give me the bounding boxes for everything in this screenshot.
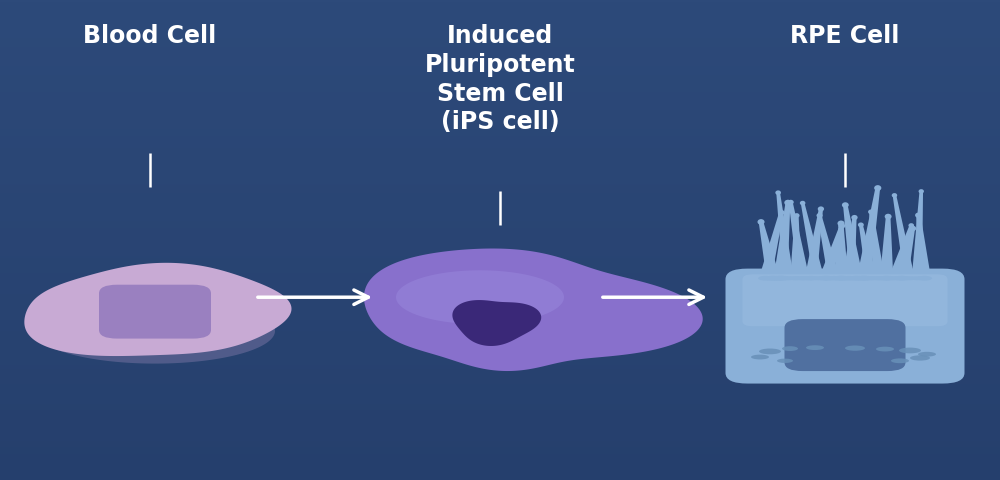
Ellipse shape <box>777 359 793 363</box>
Ellipse shape <box>772 276 789 281</box>
Ellipse shape <box>751 355 769 360</box>
Ellipse shape <box>911 276 923 281</box>
Polygon shape <box>789 203 809 277</box>
Ellipse shape <box>812 276 825 281</box>
Ellipse shape <box>782 276 795 281</box>
Ellipse shape <box>765 276 781 281</box>
Polygon shape <box>364 249 703 371</box>
Ellipse shape <box>818 207 824 212</box>
Ellipse shape <box>775 191 781 195</box>
Polygon shape <box>834 224 848 277</box>
Ellipse shape <box>757 220 765 225</box>
Ellipse shape <box>789 276 802 281</box>
Polygon shape <box>916 216 931 277</box>
Polygon shape <box>805 209 823 277</box>
Polygon shape <box>857 189 880 277</box>
Ellipse shape <box>919 190 924 194</box>
Polygon shape <box>759 213 783 277</box>
FancyBboxPatch shape <box>725 269 964 384</box>
Polygon shape <box>396 271 564 324</box>
Polygon shape <box>790 216 801 277</box>
Ellipse shape <box>888 276 901 281</box>
Text: RPE Cell: RPE Cell <box>790 24 900 48</box>
Polygon shape <box>452 300 541 346</box>
Polygon shape <box>819 227 844 277</box>
Ellipse shape <box>848 276 864 281</box>
Polygon shape <box>24 263 291 356</box>
Ellipse shape <box>868 210 874 215</box>
Polygon shape <box>774 203 790 277</box>
Polygon shape <box>895 229 915 277</box>
Ellipse shape <box>782 347 798 351</box>
Text: Blood Cell: Blood Cell <box>83 24 217 48</box>
FancyBboxPatch shape <box>784 320 906 372</box>
Polygon shape <box>869 213 885 277</box>
Polygon shape <box>880 217 893 277</box>
Text: Induced
Pluripotent
Stem Cell
(iPS cell): Induced Pluripotent Stem Cell (iPS cell) <box>425 24 575 134</box>
Ellipse shape <box>818 276 834 281</box>
Polygon shape <box>818 216 840 277</box>
Ellipse shape <box>908 224 914 228</box>
Polygon shape <box>759 222 780 277</box>
Ellipse shape <box>796 276 810 281</box>
Ellipse shape <box>856 276 872 281</box>
Ellipse shape <box>806 346 824 350</box>
Ellipse shape <box>800 202 805 206</box>
Ellipse shape <box>909 226 916 232</box>
Polygon shape <box>801 204 824 277</box>
Ellipse shape <box>833 276 849 281</box>
Polygon shape <box>893 196 915 277</box>
Polygon shape <box>843 218 857 277</box>
Ellipse shape <box>903 276 916 281</box>
Polygon shape <box>843 205 863 277</box>
Ellipse shape <box>827 276 841 281</box>
Ellipse shape <box>879 276 895 281</box>
Ellipse shape <box>778 210 785 216</box>
Ellipse shape <box>759 349 781 355</box>
Ellipse shape <box>794 214 800 218</box>
Ellipse shape <box>894 276 910 281</box>
Ellipse shape <box>804 276 818 281</box>
Ellipse shape <box>872 276 886 281</box>
Ellipse shape <box>837 221 845 227</box>
Ellipse shape <box>918 352 936 357</box>
Ellipse shape <box>758 276 773 281</box>
FancyBboxPatch shape <box>99 285 211 339</box>
Ellipse shape <box>874 186 881 192</box>
Polygon shape <box>859 226 877 277</box>
Ellipse shape <box>842 203 849 208</box>
Polygon shape <box>35 299 275 364</box>
Ellipse shape <box>917 276 932 281</box>
Ellipse shape <box>876 347 894 352</box>
Ellipse shape <box>838 224 845 229</box>
Ellipse shape <box>784 200 792 206</box>
Ellipse shape <box>915 213 922 218</box>
Ellipse shape <box>891 359 909 363</box>
Ellipse shape <box>892 194 897 198</box>
Polygon shape <box>776 193 794 277</box>
Polygon shape <box>912 192 923 277</box>
Ellipse shape <box>816 214 823 218</box>
Ellipse shape <box>899 348 921 354</box>
Ellipse shape <box>842 276 856 281</box>
Ellipse shape <box>788 200 794 205</box>
Ellipse shape <box>858 223 864 228</box>
Ellipse shape <box>865 276 878 281</box>
Ellipse shape <box>885 214 892 220</box>
Ellipse shape <box>851 216 858 220</box>
FancyBboxPatch shape <box>742 275 947 326</box>
Polygon shape <box>889 226 913 277</box>
Ellipse shape <box>845 346 865 351</box>
Ellipse shape <box>910 356 930 361</box>
